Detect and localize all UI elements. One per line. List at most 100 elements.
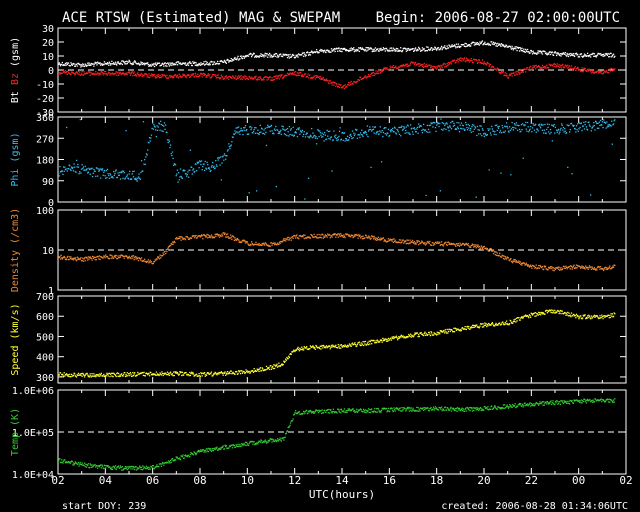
data-point-density (491, 250, 493, 252)
data-point-density (81, 259, 83, 262)
data-point-phi (611, 143, 613, 145)
data-point-phi (328, 137, 330, 140)
data-point-bt (224, 60, 226, 62)
data-point-phi (185, 173, 187, 175)
data-point-temp (85, 463, 87, 466)
data-point-bt (271, 56, 273, 58)
data-point-phi (390, 129, 393, 131)
data-point-bt (481, 40, 484, 42)
data-point-phi (463, 128, 465, 130)
data-point-density (322, 234, 324, 236)
data-point-bt (209, 63, 211, 66)
data-point-speed (189, 371, 191, 374)
data-point-bt (120, 62, 122, 65)
data-point-bt (610, 52, 612, 55)
data-point-bz (152, 73, 154, 76)
data-point-bz (121, 73, 124, 75)
data-point-density (60, 254, 62, 256)
data-point-phi (533, 129, 536, 131)
data-point-density (72, 259, 75, 261)
data-point-bz (169, 76, 172, 78)
data-point-bt (595, 56, 597, 58)
data-point-density (599, 266, 602, 268)
data-point-speed (447, 330, 450, 333)
data-point-bz (489, 64, 491, 66)
data-point-bz (253, 77, 255, 79)
data-point-bt (244, 56, 246, 58)
data-point-speed (151, 374, 153, 376)
data-point-phi (389, 129, 391, 132)
data-point-density (504, 258, 506, 260)
data-point-density (384, 239, 386, 241)
data-point-density (338, 233, 340, 235)
data-point-bt (108, 61, 111, 63)
data-point-bz (236, 78, 238, 80)
data-point-phi (198, 167, 200, 169)
data-point-phi (100, 177, 102, 179)
data-point-phi (438, 125, 440, 128)
data-point-phi (510, 128, 513, 130)
data-point-density (176, 236, 178, 239)
data-point-bt (263, 56, 265, 58)
data-point-speed (444, 332, 446, 334)
data-point-bz (359, 76, 362, 79)
data-point-phi (372, 128, 375, 130)
data-point-speed (448, 328, 451, 331)
data-point-density (445, 243, 448, 246)
data-point-phi (552, 125, 555, 127)
data-point-phi (577, 123, 579, 125)
data-point-phi (148, 137, 151, 139)
data-point-bt (509, 45, 511, 48)
data-point-bt (172, 63, 174, 65)
data-point-bt (529, 52, 531, 54)
data-point-speed (587, 316, 589, 319)
data-point-bz (575, 69, 577, 72)
data-point-bz (505, 74, 507, 77)
data-point-bz (254, 76, 256, 78)
data-point-phi (315, 136, 317, 138)
data-point-density (329, 237, 331, 239)
data-point-bz (525, 71, 527, 73)
data-point-phi (143, 163, 145, 165)
data-point-bz (330, 82, 333, 84)
data-point-phi (261, 128, 263, 130)
data-point-speed (398, 337, 401, 339)
data-point-phi (196, 161, 198, 164)
data-point-phi (250, 128, 252, 131)
data-point-temp (96, 467, 99, 469)
data-point-bz (196, 76, 198, 78)
data-point-phi (514, 124, 516, 126)
data-point-density (283, 238, 285, 240)
data-point-bz (293, 73, 295, 75)
data-point-density (440, 241, 443, 243)
data-point-temp (61, 461, 64, 463)
data-point-speed (311, 346, 313, 348)
data-point-speed (214, 371, 216, 374)
data-point-density (320, 234, 322, 236)
data-point-bt (414, 48, 416, 50)
data-point-phi (70, 166, 73, 168)
data-point-speed (296, 348, 298, 351)
data-point-density (515, 260, 518, 262)
data-point-bz (145, 73, 147, 75)
data-point-bt (132, 62, 134, 64)
data-point-bz (593, 72, 596, 74)
data-point-speed (64, 375, 66, 377)
data-point-bz (161, 73, 163, 76)
data-point-bt (327, 51, 330, 53)
data-point-bz (200, 73, 203, 75)
data-point-speed (306, 346, 308, 348)
data-point-bz (479, 61, 482, 63)
data-point-speed (142, 372, 144, 374)
data-point-speed (213, 373, 216, 375)
data-point-bz (483, 63, 485, 65)
data-point-bt (348, 50, 350, 53)
data-point-density (174, 241, 176, 244)
data-point-speed (459, 330, 461, 332)
data-point-phi (125, 130, 127, 132)
data-point-phi (543, 129, 545, 131)
data-point-bz (187, 74, 189, 76)
data-point-bz (471, 59, 473, 62)
data-point-phi (140, 171, 142, 174)
data-point-temp (60, 461, 62, 464)
